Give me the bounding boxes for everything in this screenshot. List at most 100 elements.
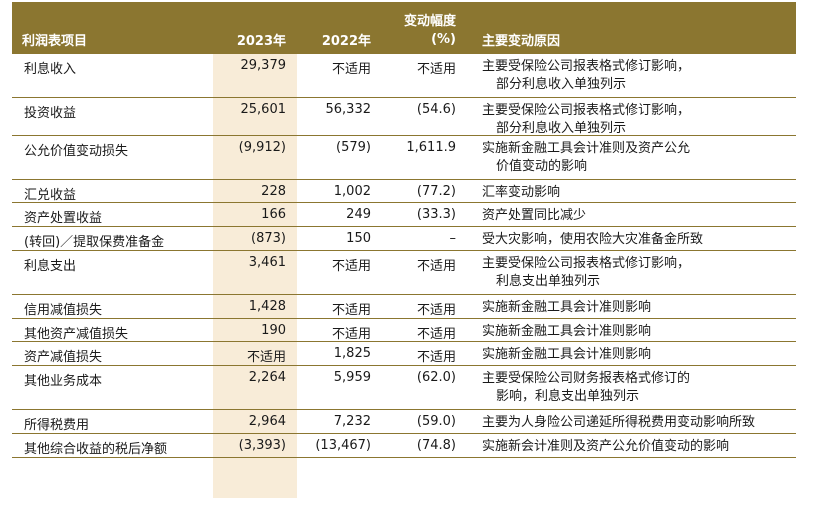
highlight-2023-column xyxy=(213,54,297,498)
table-row: 投资收益 25,601 56,332 (54.6) 主要受保险公司报表格式修订影响， 部分… xyxy=(12,98,796,136)
row-change-percent: (77.2) xyxy=(416,184,456,199)
row-reason: 主要受保险公司报表格式修订影响， 利息支出单独列示 xyxy=(482,255,690,291)
row-change-percent: 不适用 xyxy=(416,350,456,365)
table-row: 其他综合收益的税后净额 (3,393) (13,467) (74.8) 实施新会计准则及… xyxy=(12,434,796,458)
header-reason: 主要变动原因 xyxy=(482,34,561,49)
row-reason: 主要受保险公司报表格式修订影响， 部分利息收入单独列示 xyxy=(482,102,690,138)
header-2022: 2022年 xyxy=(321,34,371,49)
row-change-percent: 不适用 xyxy=(416,62,456,77)
row-reason-line1: 主要受保险公司报表格式修订影响， xyxy=(482,256,691,271)
row-reason-line1: 实施新金融工具会计准则及资产公允 xyxy=(482,141,691,156)
table-row: (转回)／提取保费准备金 (873) 150 – 受大灾影响，使用农险大灾准备金所致 xyxy=(12,227,796,251)
row-change-percent: (62.0) xyxy=(416,370,456,385)
row-reason: 主要受保险公司财务报表格式修订的影响，利息支出单独列示 xyxy=(482,370,690,406)
row-change-percent: (59.0) xyxy=(416,414,456,429)
table-row: 利息收入 29,379 不适用 不适用 主要受保险公司报表格式修订影响， 部分利息收入单独… xyxy=(12,54,796,98)
row-value-2023: 190 xyxy=(261,323,286,338)
row-value-2023: (873) xyxy=(251,231,286,246)
row-value-2022: 不适用 xyxy=(331,303,371,318)
row-value-2023: 2,964 xyxy=(248,414,286,429)
row-reason: 实施新金融工具会计准则影响 xyxy=(482,299,651,317)
row-change-percent: 不适用 xyxy=(416,303,456,318)
row-reason-line2: 部分利息收入单独列示 xyxy=(496,121,627,136)
row-reason-line2: 影响，利息支出单独列示 xyxy=(496,389,640,404)
row-item-name: 投资收益 xyxy=(24,106,77,121)
table-row: 公允价值变动损失 (9,912) (579) 1,611.9 实施新金融工具会计准则及资… xyxy=(12,136,796,180)
row-item-name: 其他业务成本 xyxy=(24,374,103,389)
row-value-2022: 1,825 xyxy=(333,346,371,361)
row-change-percent: 不适用 xyxy=(416,327,456,342)
row-item-name: (转回)／提取保费准备金 xyxy=(24,235,165,250)
row-reason-line1: 实施新会计准则及资产公允价值变动的影响 xyxy=(482,439,730,454)
header-change-line1: 变动幅度 xyxy=(403,14,456,29)
row-change-percent: (33.3) xyxy=(416,207,456,222)
row-reason: 受大灾影响，使用农险大灾准备金所致 xyxy=(482,231,703,249)
row-value-2023: 2,264 xyxy=(248,370,286,385)
row-change-percent: (74.8) xyxy=(416,438,456,453)
row-value-2022: 1,002 xyxy=(333,184,371,199)
row-reason-line1: 汇率变动影响 xyxy=(482,185,561,200)
row-reason-line1: 实施新金融工具会计准则影响 xyxy=(482,347,652,362)
row-value-2022: 不适用 xyxy=(331,62,371,77)
row-value-2022: 5,959 xyxy=(333,370,371,385)
header-change: 变动幅度 (%) xyxy=(404,13,456,49)
row-change-percent: 不适用 xyxy=(416,259,456,274)
header-2023: 2023年 xyxy=(236,34,286,49)
row-item-name: 利息支出 xyxy=(24,259,77,274)
row-reason-line1: 主要受保险公司报表格式修订影响， xyxy=(482,103,691,118)
row-reason: 实施新会计准则及资产公允价值变动的影响 xyxy=(482,438,729,456)
row-change-percent: 1,611.9 xyxy=(406,140,456,155)
row-value-2023: 3,461 xyxy=(248,255,286,270)
row-value-2022: 7,232 xyxy=(333,414,371,429)
row-item-name: 公允价值变动损失 xyxy=(24,144,129,159)
row-change-percent: – xyxy=(449,231,457,246)
row-value-2022: (13,467) xyxy=(315,438,371,453)
row-reason: 主要受保险公司报表格式修订影响， 部分利息收入单独列示 xyxy=(482,58,690,94)
row-item-name: 资产减值损失 xyxy=(24,350,103,365)
row-reason-line1: 主要受保险公司报表格式修订影响， xyxy=(482,59,691,74)
row-value-2022: 249 xyxy=(346,207,371,222)
row-value-2022: 56,332 xyxy=(325,102,372,117)
table-row: 利息支出 3,461 不适用 不适用 主要受保险公司报表格式修订影响， 利息支出单独列示 xyxy=(12,251,796,295)
row-item-name: 所得税费用 xyxy=(24,418,90,433)
row-item-name: 其他资产减值损失 xyxy=(24,327,129,342)
row-value-2023: 25,601 xyxy=(240,102,287,117)
row-value-2022: 不适用 xyxy=(331,327,371,342)
row-reason: 实施新金融工具会计准则影响 xyxy=(482,323,651,341)
table-row: 信用减值损失 1,428 不适用 不适用 实施新金融工具会计准则影响 xyxy=(12,295,796,319)
table-header: 利润表项目 2023年 2022年 变动幅度 (%) 主要变动原因 xyxy=(12,2,796,54)
header-item: 利润表项目 xyxy=(22,34,88,49)
row-reason-line1: 主要受保险公司财务报表格式修订的 xyxy=(482,371,691,386)
row-reason: 实施新金融工具会计准则及资产公允价值变动的影响 xyxy=(482,140,690,176)
table-row: 其他业务成本 2,264 5,959 (62.0) 主要受保险公司财务报表格式修订的影响… xyxy=(12,366,796,410)
row-reason-line2: 利息支出单独列示 xyxy=(496,274,601,289)
row-value-2023: (9,912) xyxy=(238,140,286,155)
row-reason-line1: 主要为人身险公司递延所得税费用变动影响所致 xyxy=(482,415,756,430)
row-reason: 汇率变动影响 xyxy=(482,184,560,202)
header-change-line2: (%) xyxy=(431,32,456,47)
row-item-name: 利息收入 xyxy=(24,62,77,77)
table-row: 汇兑收益 228 1,002 (77.2) 汇率变动影响 xyxy=(12,180,796,203)
row-item-name: 信用减值损失 xyxy=(24,303,103,318)
row-value-2023: 29,379 xyxy=(240,58,287,73)
row-value-2023: 1,428 xyxy=(248,299,286,314)
row-value-2022: 150 xyxy=(346,231,371,246)
table-row: 所得税费用 2,964 7,232 (59.0) 主要为人身险公司递延所得税费用变动影响… xyxy=(12,410,796,434)
row-value-2023: 228 xyxy=(261,184,286,199)
row-reason: 资产处置同比减少 xyxy=(482,207,586,225)
row-reason: 实施新金融工具会计准则影响 xyxy=(482,346,651,364)
row-value-2023: 166 xyxy=(261,207,286,222)
row-value-2023: 不适用 xyxy=(246,350,286,365)
row-value-2022: (579) xyxy=(336,140,371,155)
row-reason-line2: 价值变动的影响 xyxy=(496,159,588,174)
row-reason-line2: 部分利息收入单独列示 xyxy=(496,77,627,92)
row-item-name: 其他综合收益的税后净额 xyxy=(24,442,168,457)
row-reason-line1: 实施新金融工具会计准则影响 xyxy=(482,324,652,339)
row-item-name: 资产处置收益 xyxy=(24,211,103,226)
row-value-2022: 不适用 xyxy=(331,259,371,274)
table-row: 其他资产减值损失 190 不适用 不适用 实施新金融工具会计准则影响 xyxy=(12,319,796,342)
row-reason-line1: 受大灾影响，使用农险大灾准备金所致 xyxy=(482,232,704,247)
row-reason-line1: 资产处置同比减少 xyxy=(482,208,587,223)
row-reason: 主要为人身险公司递延所得税费用变动影响所致 xyxy=(482,414,755,432)
